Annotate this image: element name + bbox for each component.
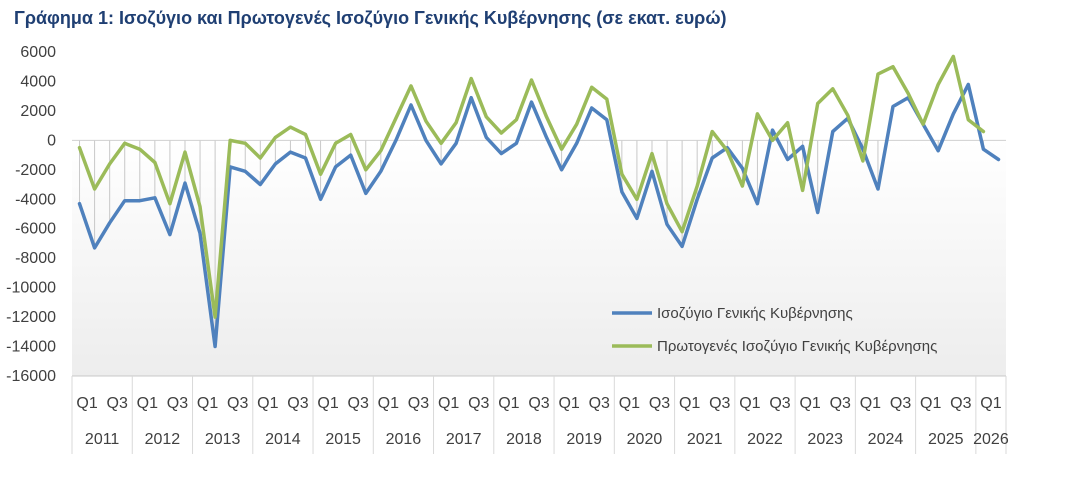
x-tick-label: Q1 bbox=[438, 395, 459, 412]
series-line-0 bbox=[77, 82, 1001, 349]
x-year-label: 2018 bbox=[506, 431, 542, 448]
y-tick-label: 6000 bbox=[20, 44, 56, 61]
x-tick-label: Q1 bbox=[619, 395, 640, 412]
x-tick-label: Q1 bbox=[137, 395, 158, 412]
x-year-label: 2015 bbox=[325, 431, 361, 448]
y-tick-label: 4000 bbox=[20, 73, 56, 90]
x-tick-label: Q1 bbox=[860, 395, 881, 412]
x-axis: Q1 Q3 Q1 Q3 Q1 Q3 Q1 Q3 Q1 Q3 Q1 Q3 Q1 Q3 Q1 Q3 Q1 Q3 Q1 Q3… bbox=[71, 375, 1009, 454]
x-tick-label: Q1 bbox=[257, 395, 278, 412]
x-year-label: 2011 bbox=[85, 431, 120, 448]
y-axis: 6000 4000 2000 0 -2000 -4000 -6000 -8000 -10000 -… bbox=[6, 44, 56, 385]
y-tick-label: -6000 bbox=[15, 221, 56, 238]
x-tick-label: Q1 bbox=[980, 395, 1001, 412]
x-tick-label: Q3 bbox=[227, 395, 248, 412]
legend-entry-label: Πρωτογενές Ισοζύγιο Γενικής Κυβέρνησης bbox=[657, 338, 937, 355]
x-year-label: 2024 bbox=[868, 431, 904, 448]
series-lines bbox=[77, 54, 1001, 349]
x-tick-label: Q3 bbox=[167, 395, 188, 412]
x-tick-label: Q1 bbox=[920, 395, 941, 412]
legend: Ισοζύγιο Γενικής Κυβέρνησης Πρωτογενές Ισ… bbox=[612, 305, 937, 355]
y-tick-label: -12000 bbox=[6, 309, 56, 326]
x-year-label: 2017 bbox=[446, 431, 482, 448]
x-tick-label: Q1 bbox=[197, 395, 218, 412]
x-tick-label: Q3 bbox=[287, 395, 308, 412]
x-year-label: 2016 bbox=[386, 431, 422, 448]
y-tick-label: -2000 bbox=[15, 162, 56, 179]
x-tick-label: Q1 bbox=[498, 395, 519, 412]
y-tick-label: -10000 bbox=[6, 280, 56, 297]
x-tick-label: Q3 bbox=[348, 395, 369, 412]
y-tick-label: 0 bbox=[47, 132, 56, 149]
x-year-label: 2013 bbox=[205, 431, 241, 448]
x-year-label: 2020 bbox=[627, 431, 663, 448]
x-tick-label: Q3 bbox=[107, 395, 128, 412]
y-tick-label: -4000 bbox=[15, 191, 56, 208]
x-tick-label: Q3 bbox=[890, 395, 911, 412]
x-year-label: 2026 bbox=[973, 431, 1009, 448]
legend-entry-label: Ισοζύγιο Γενικής Κυβέρνησης bbox=[657, 305, 853, 322]
x-tick-label: Q3 bbox=[589, 395, 610, 412]
x-year-label: 2014 bbox=[265, 431, 301, 448]
x-year-label: 2023 bbox=[807, 431, 843, 448]
x-tick-label: Q3 bbox=[709, 395, 730, 412]
y-tick-label: -14000 bbox=[6, 339, 56, 356]
x-tick-label: Q3 bbox=[408, 395, 429, 412]
x-tick-label: Q3 bbox=[649, 395, 670, 412]
x-tick-label: Q1 bbox=[76, 395, 97, 412]
x-year-label: 2019 bbox=[566, 431, 602, 448]
x-tick-label: Q3 bbox=[769, 395, 790, 412]
x-tick-label: Q1 bbox=[799, 395, 820, 412]
x-tick-label: Q1 bbox=[679, 395, 700, 412]
x-tick-label: Q3 bbox=[468, 395, 489, 412]
y-tick-label: -16000 bbox=[6, 368, 56, 385]
series-line-1 bbox=[77, 54, 986, 319]
x-tick-label: Q3 bbox=[830, 395, 851, 412]
y-tick-label: -8000 bbox=[15, 250, 56, 267]
x-year-label: 2012 bbox=[145, 431, 181, 448]
x-tick-label: Q1 bbox=[558, 395, 579, 412]
x-tick-label: Q1 bbox=[378, 395, 399, 412]
x-tick-label: Q1 bbox=[317, 395, 338, 412]
x-year-label: 2021 bbox=[687, 431, 723, 448]
x-tick-label: Q3 bbox=[528, 395, 549, 412]
x-year-label: 2025 bbox=[928, 431, 964, 448]
x-year-label: 2022 bbox=[747, 431, 783, 448]
x-tick-label: Q1 bbox=[739, 395, 760, 412]
chart-title: Γράφημα 1: Ισοζύγιο και Πρωτογενές Ισοζύ… bbox=[14, 8, 727, 28]
y-tick-label: 2000 bbox=[20, 103, 56, 120]
x-tick-label: Q3 bbox=[950, 395, 971, 412]
